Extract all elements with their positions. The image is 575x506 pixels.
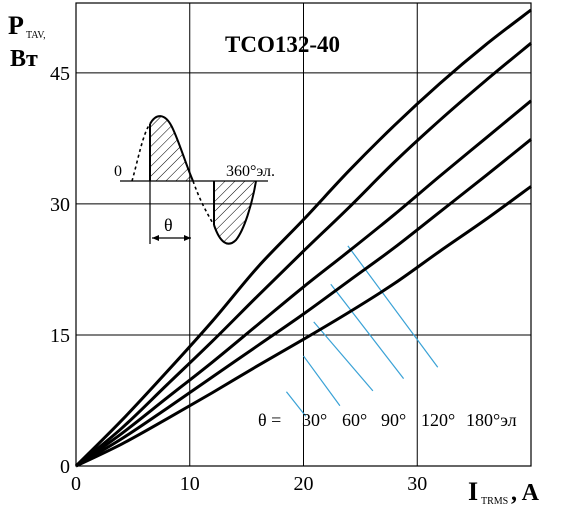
angle-label-60: 60° bbox=[342, 410, 367, 430]
leader-line-90 bbox=[313, 321, 374, 392]
angle-label-180: 180°эл bbox=[466, 410, 517, 430]
y-axis-label-sub: TAV, bbox=[26, 30, 46, 41]
power-curves bbox=[74, 8, 532, 468]
sine-solid-negative bbox=[213, 180, 257, 245]
x-axis-label-main: I bbox=[468, 477, 478, 506]
sine-solid-positive bbox=[149, 115, 194, 182]
y-axis-label-main: P bbox=[8, 11, 24, 40]
sine-dashed-rise bbox=[131, 123, 151, 182]
y-tick-label-0: 0 bbox=[60, 456, 70, 478]
angle-legend: θ = 30° 60° 90° 120° 180°эл bbox=[258, 410, 517, 430]
tick-labels: 0 10 20 30 0 15 30 45 bbox=[50, 63, 427, 495]
angle-legend-prefix: θ = bbox=[258, 410, 281, 430]
x-tick-label-10: 10 bbox=[180, 473, 200, 495]
x-axis-label-sub: TRMS bbox=[481, 496, 508, 506]
x-tick-label-30: 30 bbox=[407, 473, 427, 495]
theta-label: θ bbox=[164, 215, 173, 235]
y-tick-label-45: 45 bbox=[50, 63, 70, 85]
x-axis-label-unit: , A bbox=[511, 480, 540, 506]
inset-start-label: 0 bbox=[114, 163, 122, 180]
positive-conduction-area bbox=[150, 116, 193, 181]
angle-label-120: 120° bbox=[421, 410, 455, 430]
negative-conduction-area bbox=[214, 181, 256, 244]
angle-label-30: 30° bbox=[302, 410, 327, 430]
curve-120-deg bbox=[75, 138, 532, 468]
leader-line-30 bbox=[347, 245, 439, 368]
inset-end-label: 360°эл. bbox=[226, 163, 275, 180]
plot-frame bbox=[75, 2, 532, 467]
sine-dashed-fall bbox=[192, 180, 215, 226]
leader-line-120 bbox=[303, 355, 341, 407]
x-tick-label-20: 20 bbox=[294, 473, 314, 495]
curve-90-deg bbox=[75, 99, 532, 468]
y-axis-label-unit: Вт bbox=[10, 46, 38, 72]
curve-180-deg bbox=[75, 185, 532, 468]
leader-line-180 bbox=[285, 391, 307, 417]
chart-title: TCO132-40 bbox=[225, 32, 340, 57]
leader-line-60 bbox=[330, 283, 405, 380]
curve-60-deg bbox=[75, 42, 532, 468]
grid-lines bbox=[76, 3, 531, 466]
theta-arrow-right bbox=[184, 235, 191, 241]
y-tick-label-15: 15 bbox=[50, 325, 70, 347]
x-tick-label-0: 0 bbox=[71, 473, 81, 495]
curve-30-deg bbox=[74, 8, 532, 468]
waveform-inset: 0 360°эл. θ bbox=[114, 115, 275, 245]
y-tick-label-30: 30 bbox=[50, 194, 70, 216]
theta-arrow-left bbox=[152, 235, 159, 241]
leader-lines bbox=[285, 245, 439, 417]
angle-label-90: 90° bbox=[381, 410, 406, 430]
